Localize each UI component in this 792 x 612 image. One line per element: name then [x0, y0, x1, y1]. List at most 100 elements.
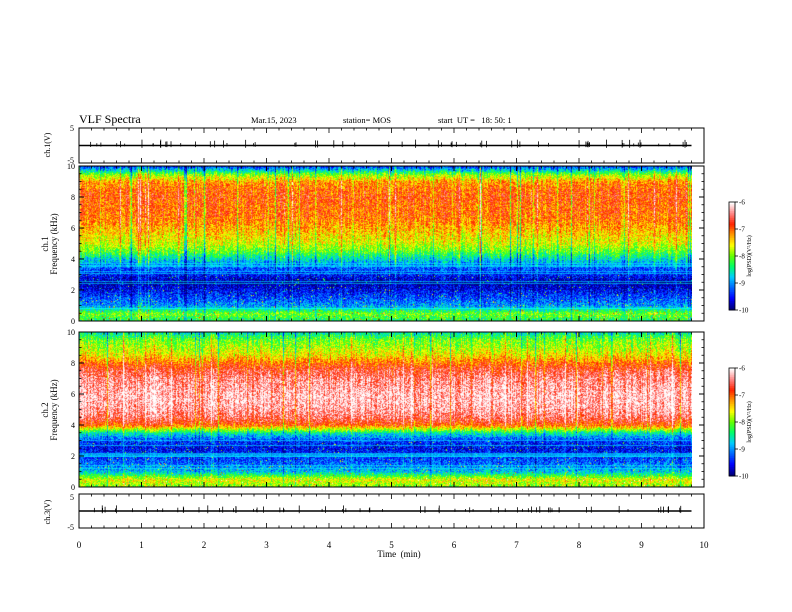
ytick-label: 4 [71, 255, 75, 264]
colorbar-swatch [729, 308, 735, 311]
colorbar-swatch [729, 295, 735, 298]
waveform-panel-ch3: 5 -5 ch.3(V) [43, 493, 705, 532]
colorbar-swatch [729, 404, 735, 407]
colorbar-swatch [729, 275, 735, 279]
xaxis-label: Time (min) [377, 549, 420, 559]
colorbar-swatch [729, 400, 735, 403]
colorbar-swatch [729, 463, 735, 466]
colorbar-swatch [729, 284, 735, 288]
colorbar-swatch [729, 218, 735, 221]
colorbar-swatch [729, 212, 735, 216]
colorbar-swatch [729, 245, 735, 248]
colorbar-swatch [729, 211, 735, 214]
ytick-label: 5 [70, 124, 74, 133]
colorbar-tick-label: -8 [739, 419, 745, 427]
colorbar-swatch [729, 214, 735, 217]
colorbar-swatch [729, 272, 735, 275]
colorbar-swatch [729, 436, 735, 439]
colorbar-swatch [729, 369, 735, 373]
colorbar-swatch [729, 293, 735, 297]
colorbar-swatch [729, 465, 735, 468]
ytick-label: 4 [71, 421, 75, 430]
colorbar-swatch [729, 292, 735, 295]
colorbar-swatch [729, 472, 735, 475]
colorbar-tick-label: -9 [739, 446, 745, 454]
colorbar-swatch [729, 391, 735, 394]
colorbar-swatch [729, 234, 735, 237]
colorbar-swatch [729, 447, 735, 450]
colorbar-swatch [729, 268, 735, 271]
colorbar-swatch [729, 423, 735, 427]
colorbar-swatch [729, 427, 735, 430]
colorbar-swatch [729, 257, 735, 261]
colorbar-swatch [729, 301, 735, 304]
colorbar-swatch [729, 263, 735, 266]
colorbar-tick-label: -8 [739, 253, 745, 261]
colorbar-label-ch1: log(PSD)(V²/Hz) [746, 235, 753, 276]
ytick-label: 2 [71, 452, 75, 461]
ytick-label: 2 [71, 286, 75, 295]
colorbar-swatch [729, 393, 735, 396]
colorbar-swatch [729, 456, 735, 459]
colorbar-swatch [729, 265, 735, 268]
colorbar-swatch [729, 270, 735, 273]
colorbar-swatch [729, 468, 735, 472]
waveform-trace-ch3 [78, 494, 705, 528]
figure-title: VLF Spectra [79, 112, 141, 126]
colorbar-swatch [729, 418, 735, 421]
station-label: station= MOS [343, 115, 391, 125]
xtick-label: 5 [389, 540, 394, 550]
ylabel-channel-ch1: ch.1 [40, 236, 50, 251]
colorbar-swatch [729, 306, 735, 309]
colorbar-swatch [729, 209, 735, 212]
colorbar-swatch [729, 438, 735, 441]
colorbar-tick-label: -10 [739, 473, 749, 481]
colorbar-swatch [729, 395, 735, 398]
colorbar-tick-label: -9 [739, 280, 745, 288]
colorbar-swatch [729, 422, 735, 425]
colorbar-swatch [729, 254, 735, 257]
colorbar-swatch [729, 203, 735, 207]
ytick-label: 6 [71, 390, 75, 399]
colorbar-swatch [729, 279, 735, 282]
colorbar-swatch [729, 407, 735, 410]
colorbar-swatch [729, 445, 735, 448]
colorbar-swatch [729, 243, 735, 246]
colorbar-swatch [729, 429, 735, 432]
colorbar-swatch [729, 304, 735, 307]
xtick-label: 6 [452, 540, 457, 550]
colorbar-swatch [729, 232, 735, 235]
colorbar-swatch [729, 216, 735, 219]
colorbar-swatch [729, 405, 735, 409]
colorbar-swatch [729, 236, 735, 239]
xtick-label: 8 [577, 540, 582, 550]
colorbar-swatch [729, 261, 735, 264]
colorbar-swatch [729, 281, 735, 284]
colorbar-swatch [729, 449, 735, 452]
spectrogram-pixels [79, 332, 692, 487]
xtick-label: 1 [139, 540, 144, 550]
colorbar-swatch [729, 396, 735, 400]
colorbar-swatch [729, 202, 735, 205]
colorbar-swatch [729, 221, 735, 225]
start-time-label: start UT = 18: 50: 1 [438, 115, 512, 125]
colorbar-swatch [729, 382, 735, 385]
spectrogram-image-ch1 [79, 166, 692, 321]
waveform-panel-ch1: 5 -5 ch.1(V) [43, 124, 705, 165]
ylabel-ch1: ch.1(V) [43, 132, 52, 157]
ylabel-frequency-ch2: Frequency (kHz) [49, 379, 59, 440]
xtick-label: 0 [77, 540, 82, 550]
ytick-label: 10 [67, 162, 75, 171]
ytick-label: 8 [71, 359, 75, 368]
date-label: Mar.15, 2023 [251, 115, 297, 125]
colorbar-swatch [729, 431, 735, 434]
colorbar-swatch [729, 220, 735, 223]
colorbar-swatch [729, 454, 735, 457]
colorbar-swatch [729, 223, 735, 226]
colorbar-swatch [729, 288, 735, 291]
xtick-label: 9 [639, 540, 644, 550]
colorbar-swatch [729, 402, 735, 405]
colorbar-swatch [729, 274, 735, 277]
colorbar-swatch [729, 239, 735, 243]
